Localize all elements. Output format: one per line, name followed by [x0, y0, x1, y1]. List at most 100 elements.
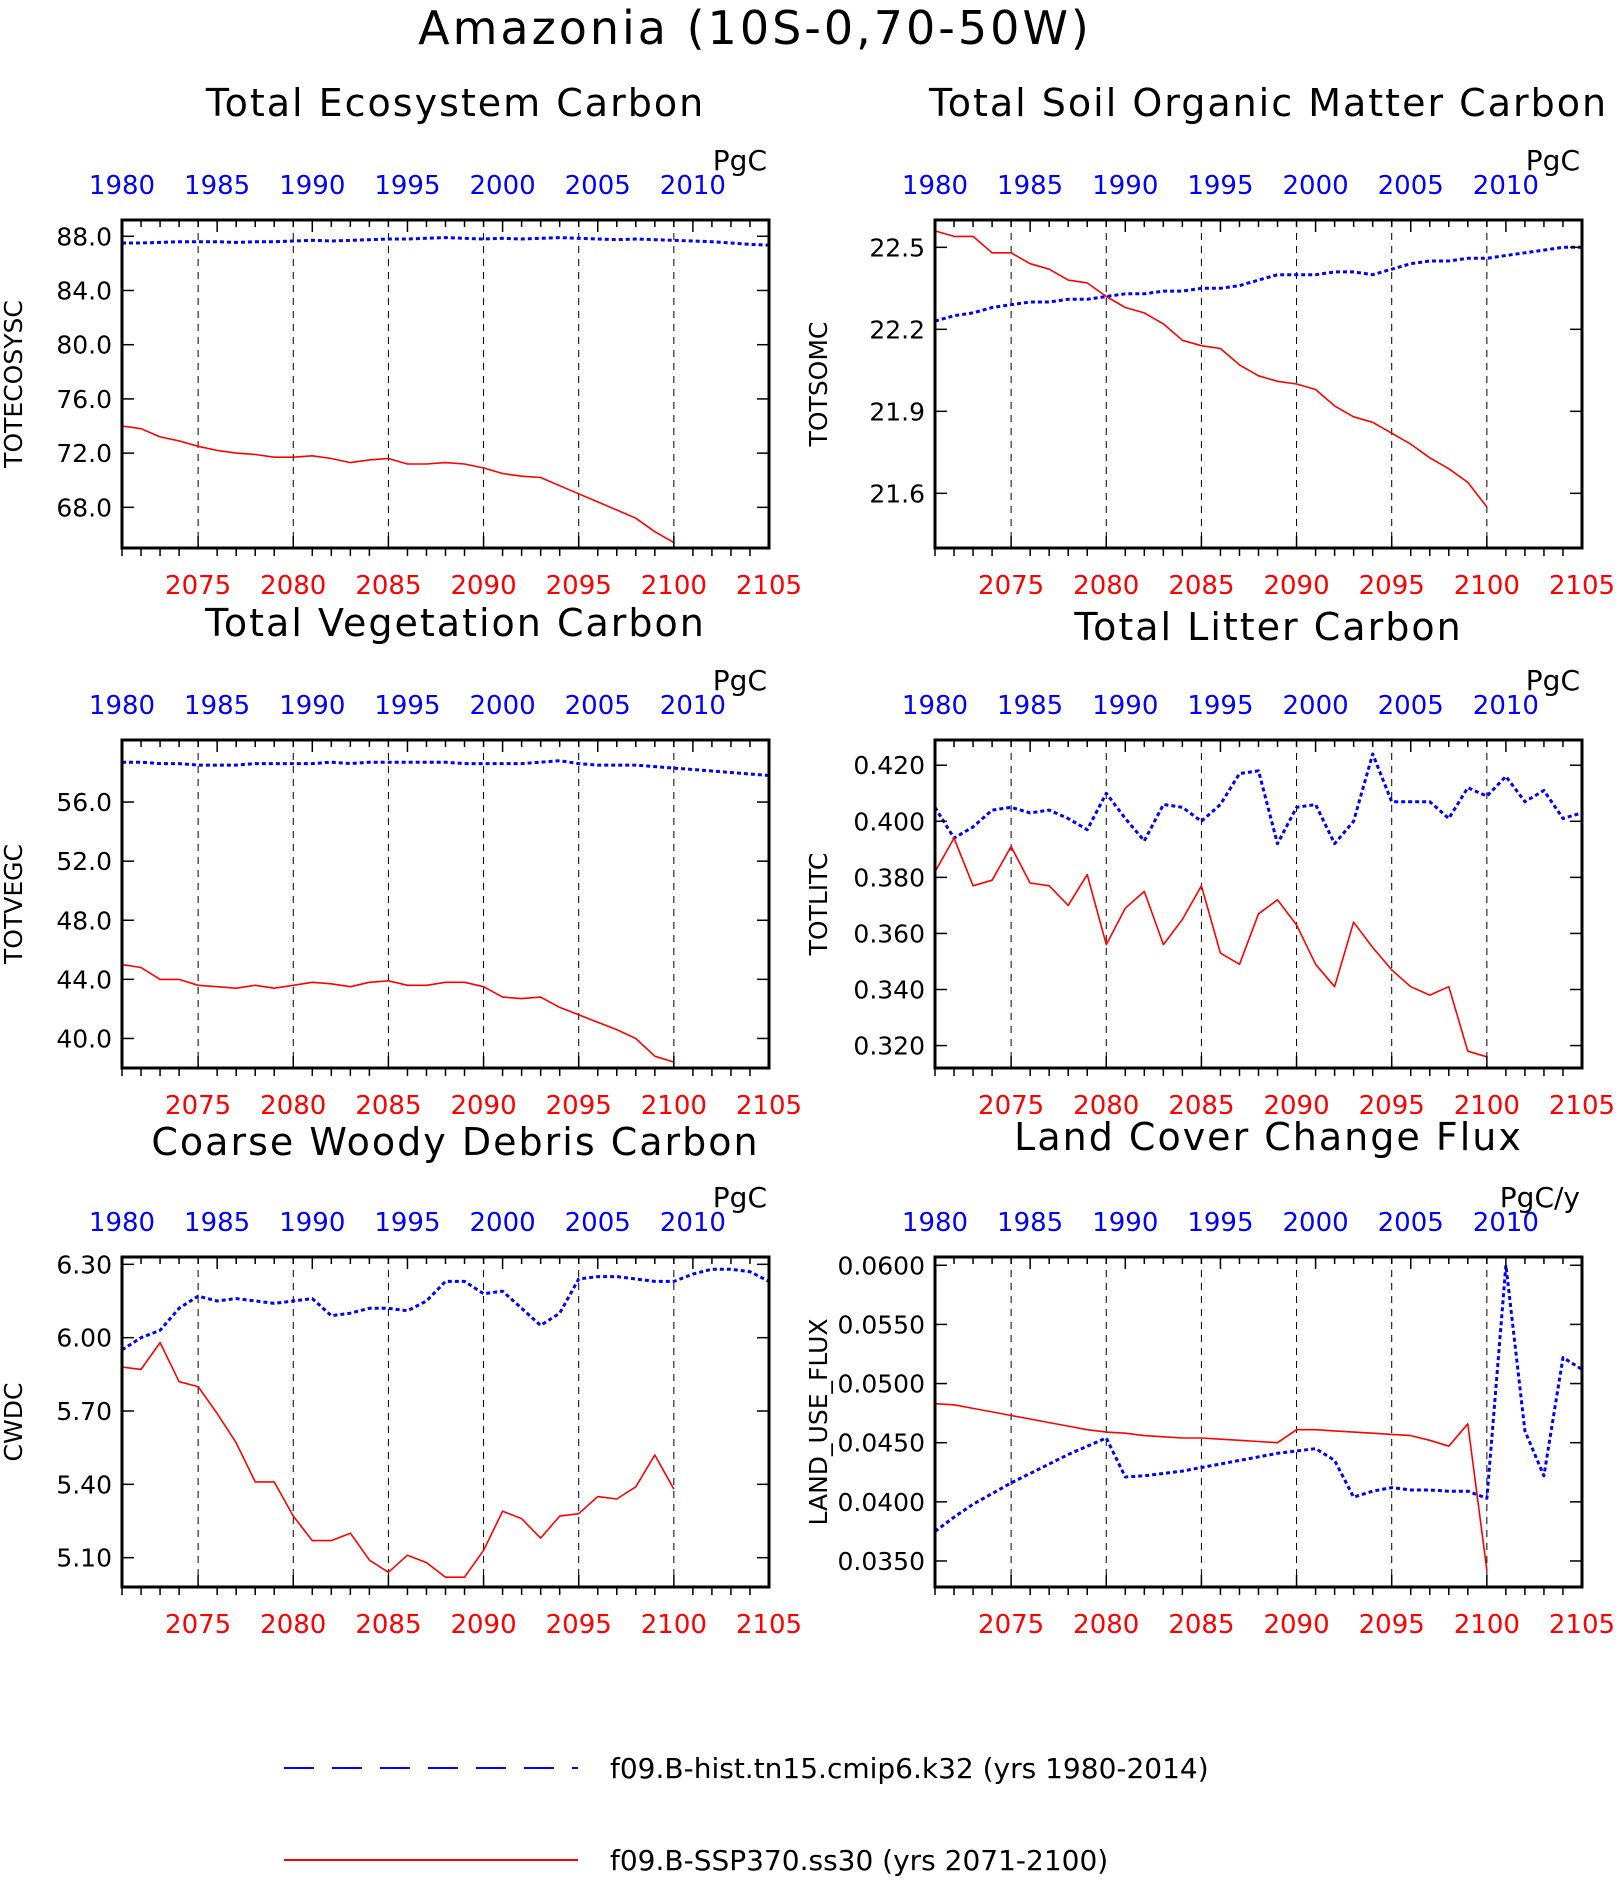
x-top-tick-label: 1995: [1187, 691, 1253, 721]
x-top-tick-label: 2005: [1378, 1208, 1444, 1238]
y-tick-label: 0.0450: [838, 1429, 925, 1458]
x-bottom-tick-label: 2075: [165, 1610, 231, 1640]
y-tick-label: 88.0: [56, 222, 112, 251]
series-ssp-line: [121, 1341, 675, 1578]
x-top-tick-label: 1995: [1187, 171, 1253, 201]
y-tick-label: 21.9: [869, 397, 925, 426]
x-top-tick-label: 1995: [374, 691, 440, 721]
x-top-tick-label: 2000: [1283, 691, 1349, 721]
plot-frame: [120, 1255, 771, 1589]
y-tick-label: 6.00: [56, 1324, 112, 1353]
plot-frame: [120, 738, 771, 1070]
x-bottom-tick-label: 2105: [1549, 571, 1615, 601]
x-top-tick-label: 2010: [660, 171, 726, 201]
x-top-tick-label: 2010: [1473, 171, 1539, 201]
y-tick-label: 0.0350: [838, 1547, 925, 1576]
x-bottom-tick-label: 2085: [1168, 571, 1234, 601]
x-top-tick-label: 2010: [660, 691, 726, 721]
x-top-tick-label: 2005: [565, 1208, 631, 1238]
x-bottom-tick-label: 2100: [1454, 1610, 1520, 1640]
y-tick-label: 76.0: [56, 385, 112, 414]
x-bottom-tick-label: 2105: [736, 1610, 802, 1640]
y-tick-label: 68.0: [56, 493, 112, 522]
series-hist-line: [122, 236, 770, 247]
x-bottom-tick-label: 2090: [1263, 1610, 1329, 1640]
x-bottom-tick-label: 2100: [641, 1610, 707, 1640]
y-tick-label: 0.420: [853, 751, 925, 780]
units-label: PgC: [1526, 144, 1580, 177]
y-tick-label: 5.40: [56, 1470, 112, 1499]
units-label: PgC: [1526, 664, 1580, 697]
x-bottom-tick-label: 2080: [260, 1610, 326, 1640]
y-tick-label: 56.0: [56, 788, 112, 817]
x-bottom-tick-label: 2075: [165, 1091, 231, 1121]
y-tick-label: 48.0: [56, 906, 112, 935]
x-top-tick-label: 2000: [470, 171, 536, 201]
panel-6: Land Cover Change Flux PgC/y 2075 2080 2085 2…: [804, 1115, 1615, 1640]
y-axis-label: LAND_USE_FLUX: [804, 1318, 833, 1525]
x-top-tick-label: 1980: [902, 691, 968, 721]
y-tick-label: 22.5: [869, 233, 925, 262]
x-top-tick-label: 1990: [1092, 1208, 1158, 1238]
x-bottom-tick-label: 2075: [165, 571, 231, 601]
y-tick-label: 5.70: [56, 1397, 112, 1426]
x-bottom-tick-label: 2090: [1263, 1091, 1329, 1121]
y-tick-label: 80.0: [56, 331, 112, 360]
x-bottom-tick-label: 2080: [1073, 571, 1139, 601]
x-top-tick-label: 2000: [470, 691, 536, 721]
x-bottom-tick-label: 2095: [546, 1610, 612, 1640]
y-axis-label: TOTLITC: [804, 853, 833, 957]
x-top-tick-label: 1980: [902, 1208, 968, 1238]
y-tick-label: 0.0500: [838, 1370, 925, 1399]
plot-frame: [933, 1255, 1584, 1589]
x-top-tick-label: 1980: [89, 691, 155, 721]
x-top-tick-label: 1990: [279, 1208, 345, 1238]
series-ssp-line: [934, 230, 1488, 508]
units-label: PgC: [713, 144, 767, 177]
x-top-tick-label: 1980: [89, 1208, 155, 1238]
y-axis-label: TOTECOSYSC: [0, 300, 28, 469]
x-top-tick-label: 1985: [184, 171, 250, 201]
x-top-tick-label: 2010: [1473, 691, 1539, 721]
x-bottom-tick-label: 2075: [978, 1610, 1044, 1640]
x-bottom-tick-label: 2100: [1454, 1091, 1520, 1121]
x-top-tick-label: 2010: [660, 1208, 726, 1238]
series-ssp-line: [934, 1402, 1488, 1571]
panel-title: Total Vegetation Carbon: [204, 601, 706, 645]
x-top-tick-label: 2005: [565, 691, 631, 721]
series-ssp-line: [121, 425, 675, 544]
x-bottom-tick-label: 2085: [355, 1091, 421, 1121]
y-tick-label: 6.30: [56, 1250, 112, 1279]
x-top-tick-label: 1995: [374, 171, 440, 201]
x-bottom-tick-label: 2080: [1073, 1610, 1139, 1640]
x-bottom-tick-label: 2085: [355, 1610, 421, 1640]
x-bottom-tick-label: 2090: [450, 1610, 516, 1640]
panel-title: Total Soil Organic Matter Carbon: [928, 81, 1608, 125]
y-tick-label: 22.2: [869, 315, 925, 344]
panel-title: Total Litter Carbon: [1073, 605, 1462, 649]
series-ssp-line: [934, 837, 1488, 1058]
x-bottom-tick-label: 2095: [1359, 571, 1425, 601]
y-tick-label: 72.0: [56, 439, 112, 468]
x-top-tick-label: 1985: [997, 1208, 1063, 1238]
y-axis-label: TOTVEGC: [0, 844, 28, 965]
x-bottom-tick-label: 2095: [546, 571, 612, 601]
x-top-tick-label: 2000: [1283, 171, 1349, 201]
x-bottom-tick-label: 2105: [736, 1091, 802, 1121]
x-bottom-tick-label: 2085: [1168, 1091, 1234, 1121]
y-tick-label: 44.0: [56, 965, 112, 994]
panel-4: Total Litter Carbon PgC 2075 2080 2085 2090 20…: [804, 605, 1615, 1121]
x-bottom-tick-label: 2090: [450, 571, 516, 601]
y-tick-label: 0.0550: [838, 1310, 925, 1339]
series-hist-line: [122, 759, 770, 777]
y-axis-label: TOTSOMC: [804, 322, 833, 448]
x-bottom-tick-label: 2105: [1549, 1091, 1615, 1121]
y-tick-label: 0.400: [853, 807, 925, 836]
x-top-tick-label: 2005: [1378, 171, 1444, 201]
x-bottom-tick-label: 2075: [978, 571, 1044, 601]
x-top-tick-label: 2010: [1473, 1208, 1539, 1238]
x-top-tick-label: 1985: [184, 691, 250, 721]
y-tick-label: 21.6: [869, 479, 925, 508]
